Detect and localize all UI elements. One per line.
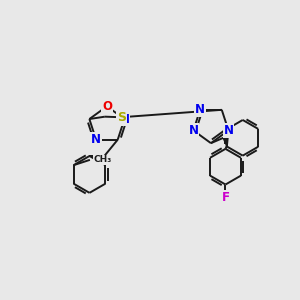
Text: N: N xyxy=(188,124,198,137)
Text: S: S xyxy=(117,111,126,124)
Text: N: N xyxy=(119,112,129,125)
Text: O: O xyxy=(102,100,112,113)
Text: F: F xyxy=(221,190,230,203)
Text: CH₃: CH₃ xyxy=(94,155,112,164)
Text: N: N xyxy=(91,133,101,146)
Text: N: N xyxy=(195,103,205,116)
Text: N: N xyxy=(224,124,233,137)
